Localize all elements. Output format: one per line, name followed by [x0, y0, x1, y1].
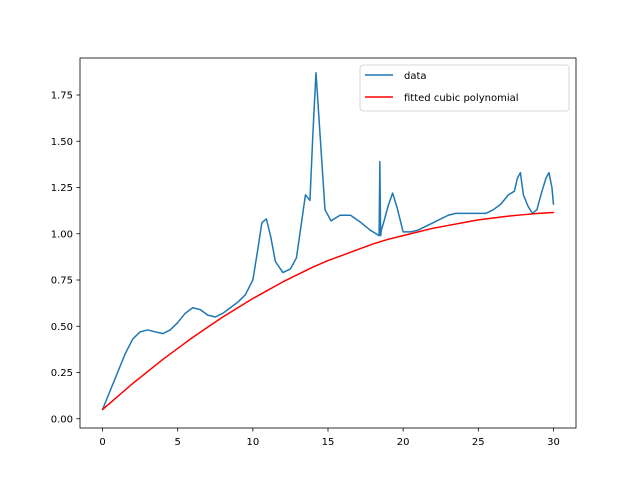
legend-label-data: data [404, 71, 427, 82]
x-tick-label: 5 [175, 437, 181, 448]
y-tick-label: 0.50 [51, 322, 73, 333]
series-layer [101, 72, 555, 411]
y-tick-label: 0.25 [51, 368, 73, 379]
x-tick-label: 30 [547, 437, 560, 448]
x-tick-label: 20 [397, 437, 410, 448]
y-tick-label: 0.75 [51, 276, 73, 287]
y-tick-label: 1.00 [51, 229, 73, 240]
legend-box [359, 64, 570, 112]
series-line-fitted-cubic-polynomial [101, 211, 555, 411]
plot-frame [79, 57, 577, 429]
legend: data fitted cubic polynomial [359, 64, 570, 112]
axes-layer: 0 5 10 15 20 25 30 0.00 0.25 0.50 0.75 1.00 1.25 1.50… [51, 91, 560, 449]
x-tick-label: 15 [322, 437, 335, 448]
series-line-data [101, 72, 555, 411]
plot-area [80, 58, 576, 428]
y-tick-label: 1.25 [51, 183, 73, 194]
x-tick-label: 25 [472, 437, 485, 448]
y-tick-label: 0.00 [51, 414, 73, 425]
legend-label-fitted: fitted cubic polynomial [404, 93, 519, 104]
y-tick-label: 1.75 [51, 91, 73, 102]
x-tick-label: 10 [246, 437, 259, 448]
x-tick-label: 0 [99, 437, 105, 448]
y-tick-label: 1.50 [51, 137, 73, 148]
